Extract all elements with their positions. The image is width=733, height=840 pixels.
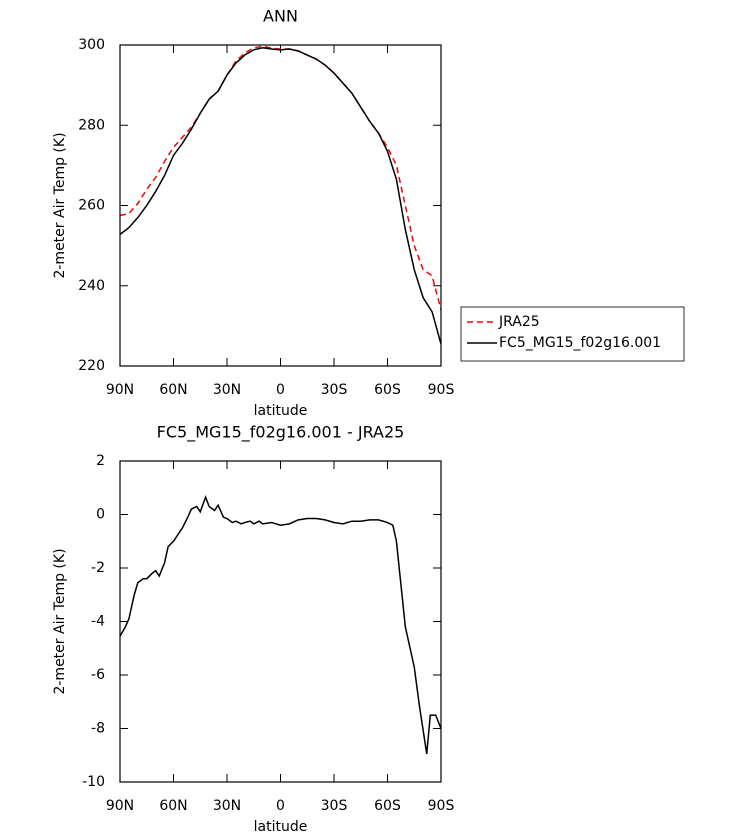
x-tick-label: 90S <box>428 382 455 398</box>
x-tick-label: 60N <box>159 382 187 398</box>
y-tick-label: 260 <box>78 198 105 214</box>
x-tick-label: 60S <box>374 382 401 398</box>
x-tick-label: 30S <box>321 382 348 398</box>
y-tick-label: -2 <box>91 560 105 576</box>
plot-frame <box>119 460 442 783</box>
x-tick-label: 30N <box>213 382 241 398</box>
x-tick-label: 0 <box>276 798 285 814</box>
legend-label: FC5_MG15_f02g16.001 <box>499 335 661 351</box>
legend-label: JRA25 <box>498 314 540 330</box>
data-line <box>119 494 442 755</box>
x-axis-label: latitude <box>254 819 308 835</box>
x-tick-label: 90N <box>106 382 134 398</box>
y-tick-label: -10 <box>82 774 105 790</box>
legend-box <box>460 306 685 362</box>
y-tick-label: 220 <box>78 358 105 374</box>
x-tick-label: 60S <box>374 798 401 814</box>
x-tick-label: 0 <box>276 382 285 398</box>
y-tick-label: -4 <box>91 614 105 630</box>
y-tick-label: 2 <box>96 453 105 469</box>
x-tick-label: 30N <box>213 798 241 814</box>
y-axis-label: 2-meter Air Temp (K) <box>52 548 68 694</box>
plot-frame <box>119 44 442 367</box>
chart-title: ANN <box>263 7 298 26</box>
x-tick-label: 60N <box>159 798 187 814</box>
y-axis-label: 2-meter Air Temp (K) <box>52 132 68 278</box>
x-tick-label: 30S <box>321 798 348 814</box>
data-line <box>119 45 442 311</box>
y-tick-label: -8 <box>91 721 105 737</box>
chart-title: FC5_MG15_f02g16.001 - JRA25 <box>157 423 405 443</box>
data-line <box>119 47 442 345</box>
x-tick-label: 90N <box>106 798 134 814</box>
x-tick-label: 90S <box>428 798 455 814</box>
y-tick-label: 300 <box>78 37 105 53</box>
y-tick-label: -6 <box>91 667 105 683</box>
y-tick-label: 0 <box>96 507 105 523</box>
y-tick-label: 280 <box>78 117 105 133</box>
y-tick-label: 240 <box>78 278 105 294</box>
x-axis-label: latitude <box>254 403 308 419</box>
